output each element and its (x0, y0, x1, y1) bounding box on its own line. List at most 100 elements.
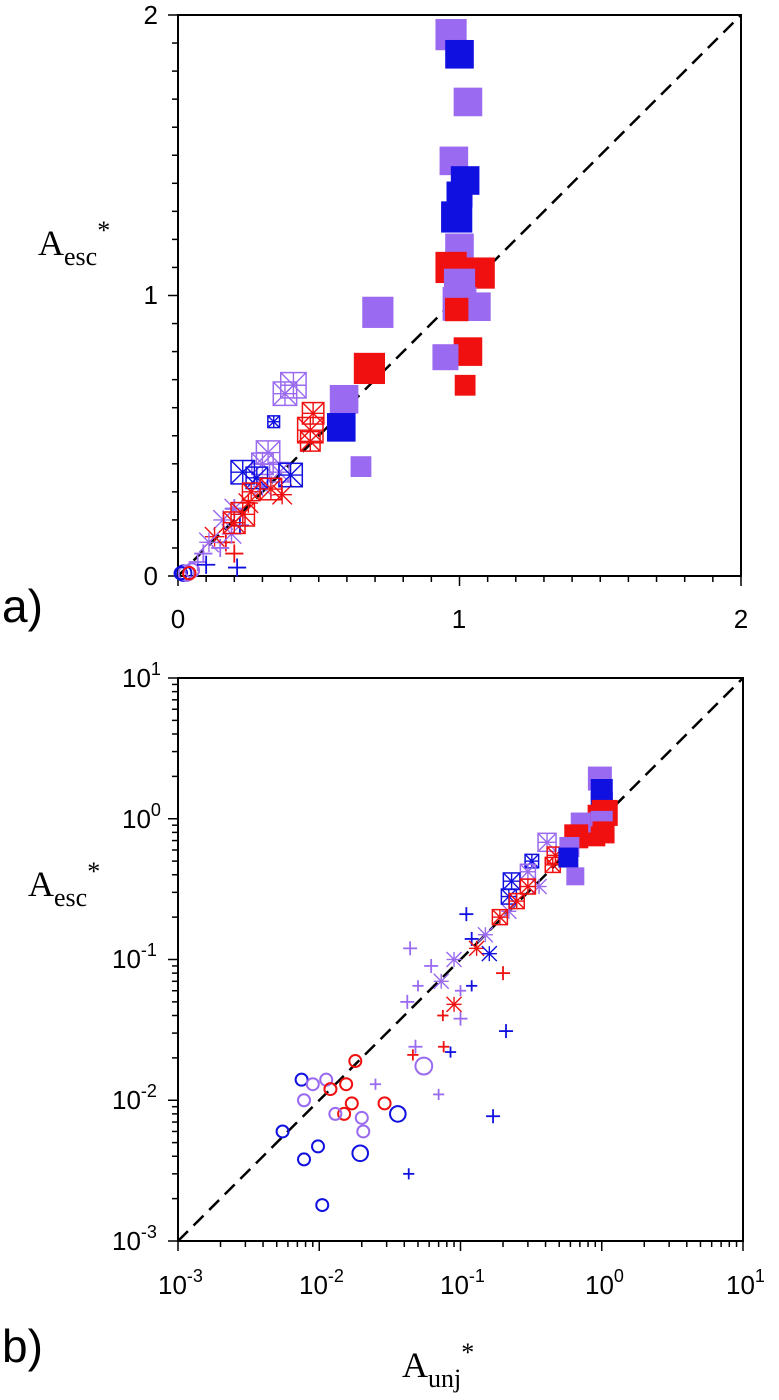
panel-a-data-point (432, 344, 459, 371)
panel-a-data-point (441, 201, 473, 233)
point-star-mark (259, 477, 283, 501)
panel-a-data-point (272, 381, 298, 407)
point-star-mark (267, 415, 281, 429)
panel-a-data-point (182, 565, 197, 581)
panel-a-data-point (454, 374, 476, 396)
panel-b-data-point (566, 867, 585, 886)
panel-b-data-point (328, 1106, 343, 1121)
point-circle-mark (323, 1082, 338, 1097)
point-star-mark (198, 532, 220, 553)
point-circle-mark (339, 1077, 354, 1092)
point-circle-mark (344, 1096, 359, 1111)
panel-b-data-point (519, 878, 537, 895)
point-circle-mark (354, 1110, 369, 1125)
panel-b-data-point (305, 1077, 320, 1092)
point-circle-mark (328, 1106, 343, 1121)
panel-b-data-point (424, 958, 439, 973)
point-circle-mark (337, 1106, 352, 1121)
panel-a-data-point (301, 401, 325, 425)
point-star-mark (223, 511, 246, 534)
point-circle-mark (305, 1077, 320, 1092)
point-star-mark (301, 402, 325, 425)
point-star-mark (477, 926, 494, 943)
panel-a-data-point (241, 482, 261, 502)
panel-b-x-tick-0: 10-3 (158, 1266, 203, 1300)
panel-a-data-point (197, 555, 216, 574)
point-square-mark (350, 456, 372, 478)
panel-b-y-tick-1-base: 10 (112, 1085, 141, 1115)
point-star-mark (272, 381, 298, 406)
panel-a-data-point (350, 456, 372, 478)
panel-b-data-point (453, 1011, 468, 1026)
point-circle-mark (348, 1054, 363, 1069)
panel-b-data-point (481, 945, 498, 962)
point-star-mark (537, 832, 557, 852)
panel-b-ticks (168, 677, 744, 1251)
panel-a-data-point (188, 552, 207, 572)
point-circle-mark (184, 562, 201, 579)
panel-b-x-tick-2: 10-1 (440, 1266, 485, 1300)
point-square-mark (353, 352, 386, 385)
point-square-mark (326, 413, 356, 442)
panel-b-data-point (348, 1054, 363, 1069)
panel-b-y-tick-1: 10-2 (112, 1081, 157, 1115)
point-circle-mark (315, 1198, 330, 1213)
panel-a-ticks (168, 14, 742, 586)
panel-b-data-point (275, 1124, 290, 1139)
panel-b-x-tick-2-exp: -1 (469, 1266, 485, 1286)
point-square-mark (444, 297, 469, 322)
panel-b-y-tick-4-base: 10 (122, 663, 151, 693)
panel-a-data-point (444, 297, 469, 322)
panel-b-x-axis-title: Aunj* (402, 1338, 474, 1393)
panel-b-data-point (454, 985, 467, 997)
panel-b-y-tick-0: 10-3 (112, 1222, 157, 1256)
panel-a-x-tick-2: 2 (734, 604, 748, 634)
panel-b-data-point (389, 1105, 407, 1123)
panel-b-data-point (407, 1049, 419, 1061)
panel-b-y-tick-2: 10-1 (112, 940, 157, 974)
point-star-mark (241, 482, 261, 502)
panel-a-data-point (222, 511, 246, 535)
panel-a-data-point (278, 462, 304, 488)
point-circle-mark (414, 1056, 434, 1076)
panel-b-y-tick-4: 101 (122, 659, 161, 693)
panel-b-x-tick-4: 101 (726, 1266, 765, 1300)
panel-a-label: a) (2, 580, 43, 632)
panel-b-data-point (496, 966, 511, 981)
panel-a: 0 1 2 0 1 2 Aesc* a) (2, 0, 748, 634)
point-star-mark (500, 903, 517, 920)
panel-b-data-point (377, 1096, 392, 1111)
panel-b-data-point (315, 1198, 330, 1213)
panel-b-x-tick-4-exp: 1 (755, 1266, 765, 1286)
panel-b-y-tick-3-base: 10 (122, 804, 151, 834)
panel-a-data-point (198, 532, 220, 553)
panel-b-data-point (438, 1041, 450, 1053)
point-star-mark (502, 872, 521, 890)
panel-b-y-tick-2-base: 10 (112, 944, 141, 974)
point-circle-mark (297, 1093, 312, 1108)
point-square-mark (445, 39, 474, 69)
point-square-mark (453, 87, 483, 117)
panel-b-data-point (297, 1152, 312, 1167)
point-star-mark (491, 909, 508, 926)
panel-b-data-point (408, 1039, 423, 1054)
panel-a-y-tick-1: 1 (144, 280, 158, 310)
panel-b-data-point (499, 1024, 514, 1039)
panel-a-data-point (453, 87, 483, 117)
panel-b-x-axis-title-sub: unj (428, 1364, 461, 1393)
point-star-mark (433, 973, 450, 990)
point-star-mark (481, 945, 498, 962)
point-square-mark (454, 374, 476, 396)
panel-b-data-point (491, 908, 509, 926)
panel-b-data-point (544, 856, 562, 874)
point-star-mark (446, 951, 463, 968)
panel-b-x-tick-0-exp: -3 (187, 1266, 203, 1286)
panel-a-data-point (326, 413, 356, 442)
panel-a-data-point (362, 296, 394, 328)
point-star-mark (446, 996, 463, 1013)
point-circle-mark (173, 565, 189, 581)
panel-b-x-tick-1-exp: -2 (328, 1266, 344, 1286)
panel-b-data-point (466, 980, 478, 992)
panel-b-data-point (297, 1093, 312, 1108)
